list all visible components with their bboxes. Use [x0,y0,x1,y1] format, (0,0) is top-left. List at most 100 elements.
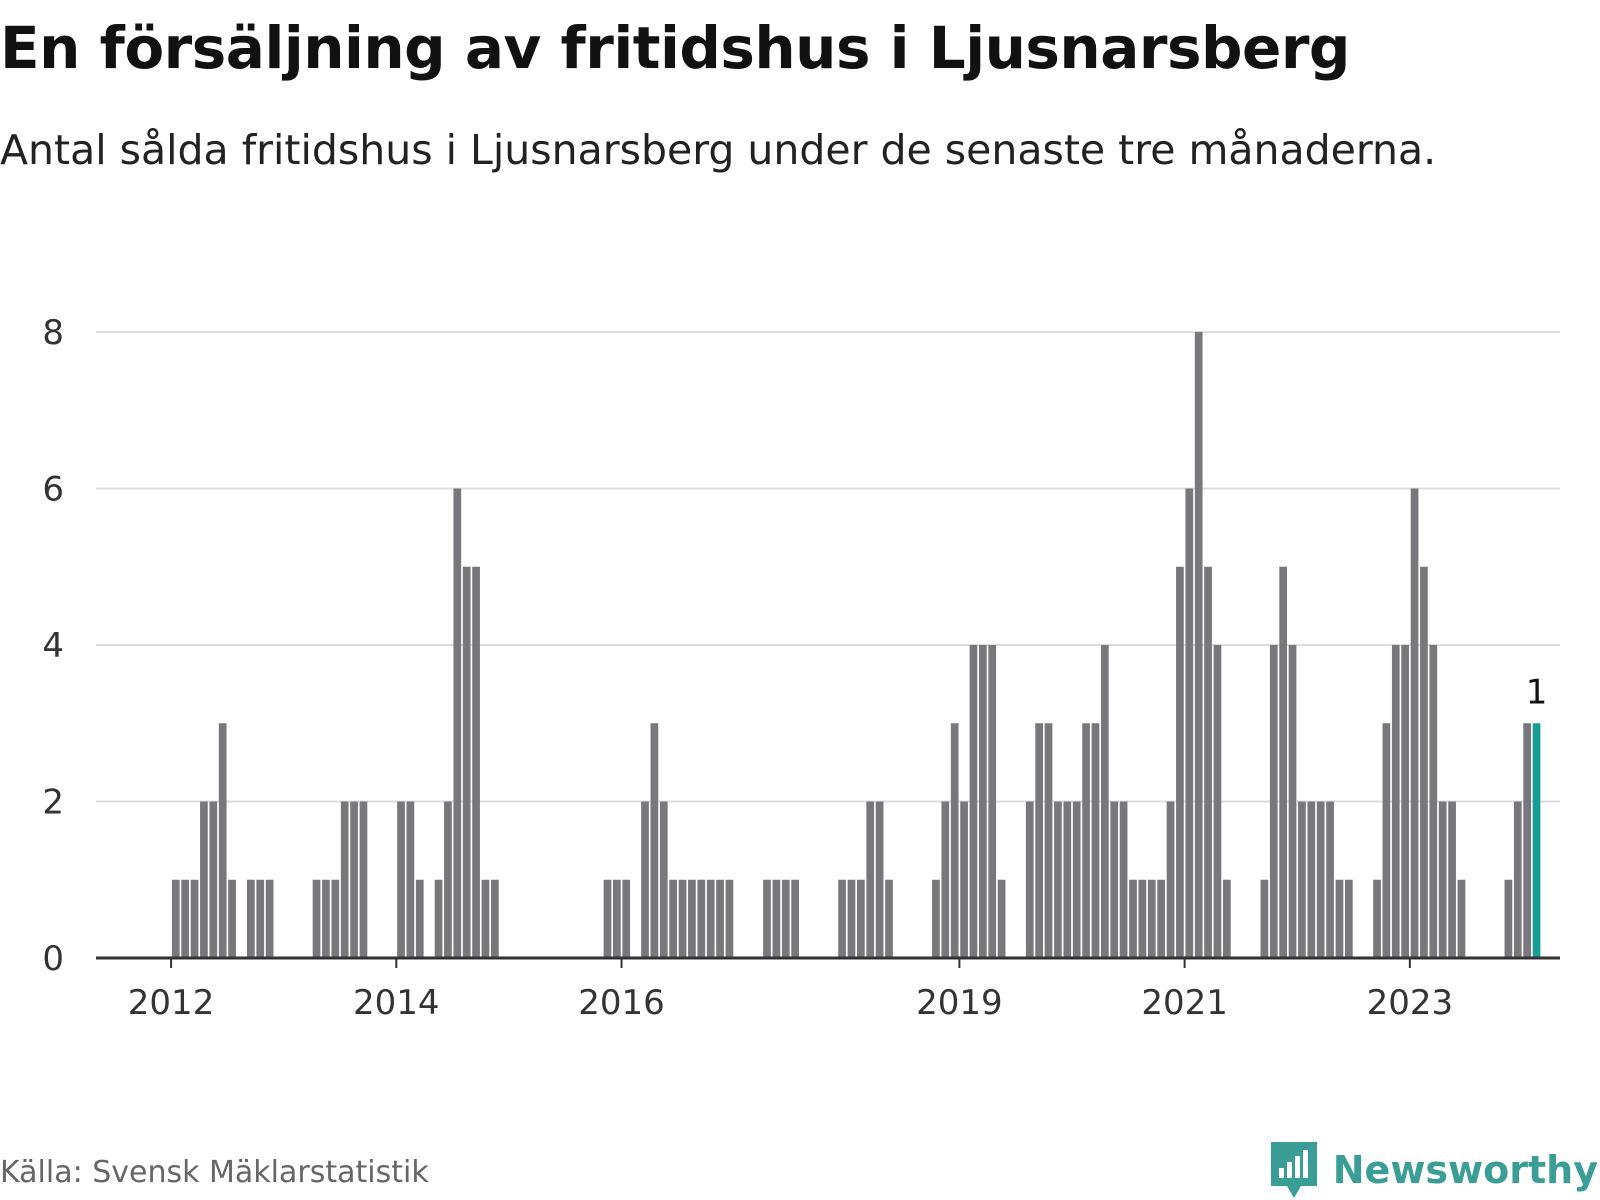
bar [1391,645,1400,958]
x-axis-ticks: 2012 2014 2016 2019 2021 2023 [128,958,1453,1023]
bar [1448,801,1456,958]
gridlines [96,331,1560,803]
bar [1504,879,1513,958]
bar [612,879,621,958]
highlight-data-label: 1 [1526,672,1548,712]
bar [1438,801,1447,958]
bar [1513,801,1522,958]
bar [1119,801,1128,958]
bar [1035,723,1044,958]
bar [1326,801,1334,958]
bar [1054,801,1062,958]
bar-chart: 0 2 4 6 8 2012 2014 2016 2019 2021 2023 1 [42,313,1560,1023]
bar [1316,801,1325,958]
bar [444,801,452,958]
bar [350,801,358,958]
y-tick-label: 6 [42,470,64,510]
bar [1288,645,1297,958]
bar [1166,801,1175,958]
bar [716,879,724,958]
brand-logo[interactable]: Newsworthy [1269,1140,1598,1200]
bar [1298,801,1306,958]
bar [1457,879,1466,958]
bar [678,879,687,958]
bar [1279,566,1288,958]
bar [1100,645,1109,958]
x-tick-label: 2019 [916,983,1003,1023]
bar [941,801,950,958]
y-tick-label: 8 [42,313,64,353]
x-tick-label: 2016 [578,983,665,1023]
bar [950,723,959,958]
bar [847,879,856,958]
bar [1204,566,1212,958]
bar [763,879,771,958]
bar [265,879,274,958]
bar [218,723,227,958]
bar [603,879,612,958]
bar [988,645,997,958]
source-note: Källa: Svensk Mäklarstatistik [0,1155,429,1190]
bar [1307,801,1316,958]
bar [1335,879,1344,958]
bar [1185,488,1194,958]
bar [978,645,987,958]
bar [200,801,208,958]
y-tick-label: 0 [42,939,64,979]
bar [1194,332,1203,958]
bar [1147,879,1156,958]
bar [481,879,490,958]
bar [641,801,649,958]
bar [1410,488,1419,958]
bar [1091,723,1100,958]
chart-subtitle: Antal sålda fritidshus i Ljusnarsberg un… [0,126,1437,174]
bar [706,879,715,958]
bar [1523,723,1532,958]
bar [697,879,706,958]
bar [1138,879,1147,958]
bar [1129,879,1137,958]
bar [1429,645,1438,958]
bar [434,879,443,958]
bar [1420,566,1428,958]
bar [1110,801,1119,958]
chart-title: En försäljning av fritidshus i Ljusnarsb… [0,14,1350,82]
bar [462,566,471,958]
bar [171,879,180,958]
bar [246,879,255,958]
x-tick-label: 2021 [1141,983,1228,1023]
bar [1213,645,1222,958]
bar [1373,879,1381,958]
bar [1063,801,1072,958]
bar [453,488,462,958]
bar [312,879,321,958]
bar [622,879,631,958]
bar [406,801,415,958]
bar [688,879,696,958]
data-labels: 1 [1523,669,1551,715]
bar [997,879,1006,958]
bar [472,566,480,958]
brand-name: Newsworthy [1332,1148,1598,1192]
bar [256,879,265,958]
bar [932,879,940,958]
bars [171,332,1541,958]
bar-highlight [1532,723,1541,958]
bar [1222,879,1231,958]
bar [340,801,349,958]
x-tick-label: 2012 [128,983,215,1023]
bar [1401,645,1410,958]
y-axis-ticks: 0 2 4 6 8 [42,313,64,979]
bar [322,879,330,958]
y-tick-label: 2 [42,783,64,823]
bar [1157,879,1166,958]
bar [490,879,499,958]
y-tick-label: 4 [42,626,64,666]
bar [781,879,790,958]
bar [659,801,668,958]
bar [838,879,846,958]
bar [1072,801,1081,958]
bar [1382,723,1391,958]
bar [875,801,884,958]
x-tick-label: 2014 [353,983,440,1023]
